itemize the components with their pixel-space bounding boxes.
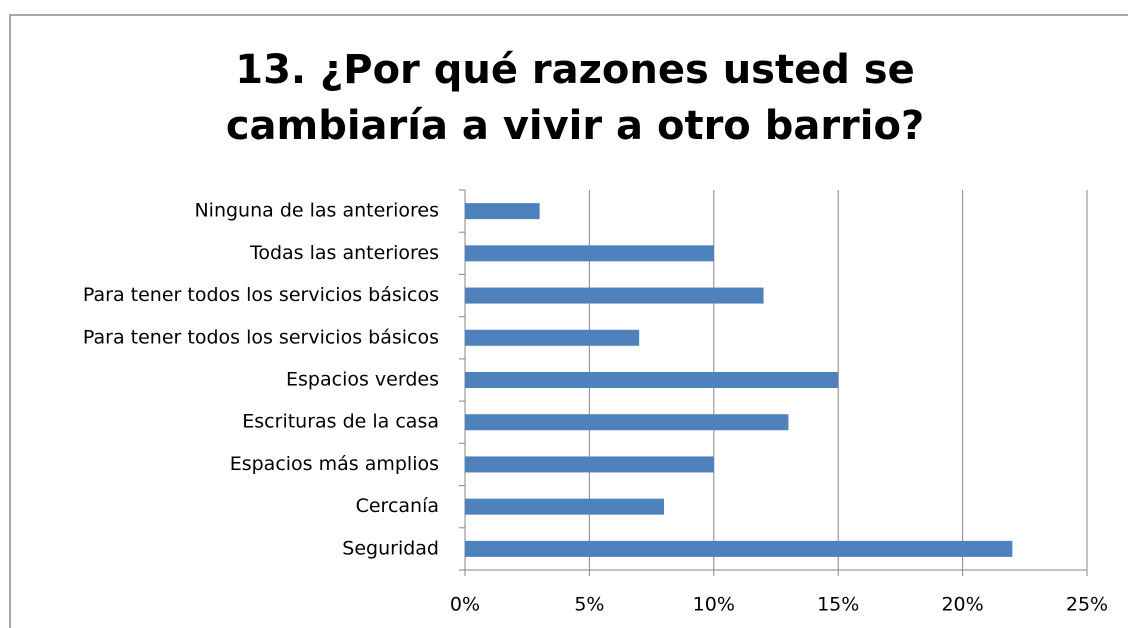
x-tick-label: 15% [817,594,859,616]
y-tick-label: Cercanía [356,495,439,517]
y-tick-label: Para tener todos los servicios básicos [83,284,439,306]
x-tick-label: 20% [941,594,983,616]
y-tick-label: Para tener todos los servicios básicos [83,326,439,348]
bar [465,287,764,304]
bar [465,540,1013,557]
bar [465,245,714,262]
y-tick-label: Espacios más amplios [230,453,439,475]
chart-frame [9,14,1128,628]
chart-title: 13. ¿Por qué razones usted se cambiaría … [225,47,925,149]
y-tick-label: Espacios verdes [286,369,439,391]
bar [465,456,714,473]
y-tick-label: Seguridad [342,537,439,559]
x-tick-label: 25% [1066,594,1108,616]
bar [465,498,665,515]
y-tick-label: Ninguna de las anteriores [194,200,439,222]
x-tick-label: 5% [574,594,604,616]
y-tick-label: Escrituras de la casa [242,411,439,433]
x-tick-label: 10% [693,594,735,616]
bar [465,329,640,346]
x-tick-label: 0% [450,594,480,616]
bar [465,372,839,388]
bar [465,203,540,220]
y-tick-label: Todas las anteriores [249,242,439,264]
bar [465,414,789,431]
